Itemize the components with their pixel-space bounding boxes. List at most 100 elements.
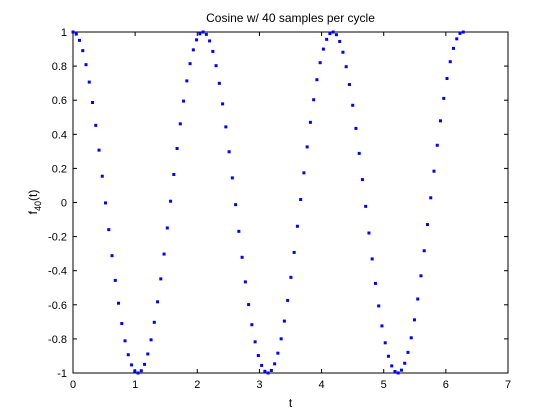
data-point: [455, 37, 459, 41]
data-point: [458, 31, 462, 35]
data-point: [295, 224, 299, 228]
x-tick-label: 7: [505, 379, 511, 391]
data-point: [175, 147, 179, 151]
data-point: [217, 81, 221, 85]
data-point: [97, 148, 101, 152]
data-point: [305, 145, 309, 149]
data-point: [357, 151, 361, 155]
data-point: [182, 99, 186, 103]
data-point: [318, 61, 322, 65]
data-point: [81, 49, 85, 53]
data-point: [256, 354, 260, 358]
x-axis-label: t: [289, 396, 293, 410]
y-tick-label: -0.6: [48, 300, 67, 312]
data-point: [234, 203, 238, 207]
data-point: [71, 30, 75, 34]
y-tick-label: -0.2: [48, 232, 67, 244]
data-point: [302, 171, 306, 175]
y-tick-label: -1: [57, 368, 67, 380]
data-point: [214, 64, 218, 68]
data-point: [139, 369, 143, 373]
data-point: [156, 300, 160, 304]
data-point: [390, 364, 394, 368]
x-tick-label: 0: [70, 379, 76, 391]
data-point: [292, 250, 296, 254]
y-axis-ticks: -1 -0.8 -0.6 -0.4 -0.2 0 0.2 0.4 0.6 0.8 1: [48, 27, 508, 380]
data-point: [308, 120, 312, 124]
data-point: [279, 337, 283, 341]
x-tick-label: 2: [194, 379, 200, 391]
data-point: [354, 126, 358, 130]
data-point: [360, 178, 364, 182]
data-point: [188, 62, 192, 66]
data-point: [422, 249, 426, 253]
data-point: [396, 371, 400, 375]
data-point: [341, 50, 345, 54]
data-point: [263, 369, 267, 373]
data-point: [461, 30, 465, 34]
x-tick-label: 3: [256, 379, 262, 391]
data-point: [266, 371, 270, 375]
data-point: [185, 79, 189, 83]
data-point: [130, 363, 134, 367]
data-point: [399, 368, 403, 372]
data-point: [367, 231, 371, 235]
data-point: [120, 322, 124, 326]
data-point: [429, 196, 433, 200]
data-point: [162, 252, 166, 256]
data-point: [312, 98, 316, 102]
data-point: [286, 298, 290, 302]
data-point: [117, 301, 121, 305]
data-point: [282, 319, 286, 323]
data-point: [133, 369, 137, 373]
chart-title: Cosine w/ 40 samples per cycle: [206, 11, 375, 25]
data-point: [351, 103, 355, 107]
data-point: [221, 102, 225, 106]
data-point: [84, 63, 88, 67]
data-point: [113, 278, 117, 282]
data-point: [191, 48, 195, 52]
y-tick-label: 1: [61, 27, 67, 39]
data-point: [370, 257, 374, 261]
data-point: [94, 123, 98, 127]
plot-area: [72, 31, 509, 374]
data-point: [87, 80, 91, 84]
y-tick-label: 0: [61, 198, 67, 210]
data-point: [149, 338, 153, 342]
data-point: [344, 65, 348, 69]
y-tick-label: -0.8: [48, 334, 67, 346]
data-point: [334, 33, 338, 37]
data-point: [289, 275, 293, 279]
data-point: [328, 32, 332, 36]
data-point: [425, 223, 429, 227]
data-point: [250, 323, 254, 327]
data-point: [74, 32, 78, 36]
data-point: [448, 60, 452, 64]
data-point: [438, 119, 442, 123]
data-point: [169, 199, 173, 203]
data-point: [377, 304, 381, 308]
data-point: [383, 341, 387, 345]
data-point: [403, 361, 407, 365]
y-tick-label: -0.4: [48, 266, 67, 278]
data-point: [445, 77, 449, 81]
data-point: [347, 83, 351, 87]
data-point: [380, 324, 384, 328]
data-point: [364, 204, 368, 208]
data-point: [253, 340, 257, 344]
data-point: [432, 169, 436, 173]
x-tick-label: 4: [319, 379, 325, 391]
data-point: [100, 174, 104, 178]
data-point: [315, 78, 319, 82]
data-point: [373, 281, 377, 285]
data-point: [276, 351, 280, 355]
data-point: [452, 46, 455, 50]
data-point: [269, 368, 273, 372]
data-point: [386, 354, 390, 358]
x-tick-label: 5: [381, 379, 387, 391]
x-tick-label: 1: [132, 379, 138, 391]
data-point: [204, 32, 208, 36]
data-point: [240, 255, 244, 259]
data-point: [299, 198, 303, 202]
